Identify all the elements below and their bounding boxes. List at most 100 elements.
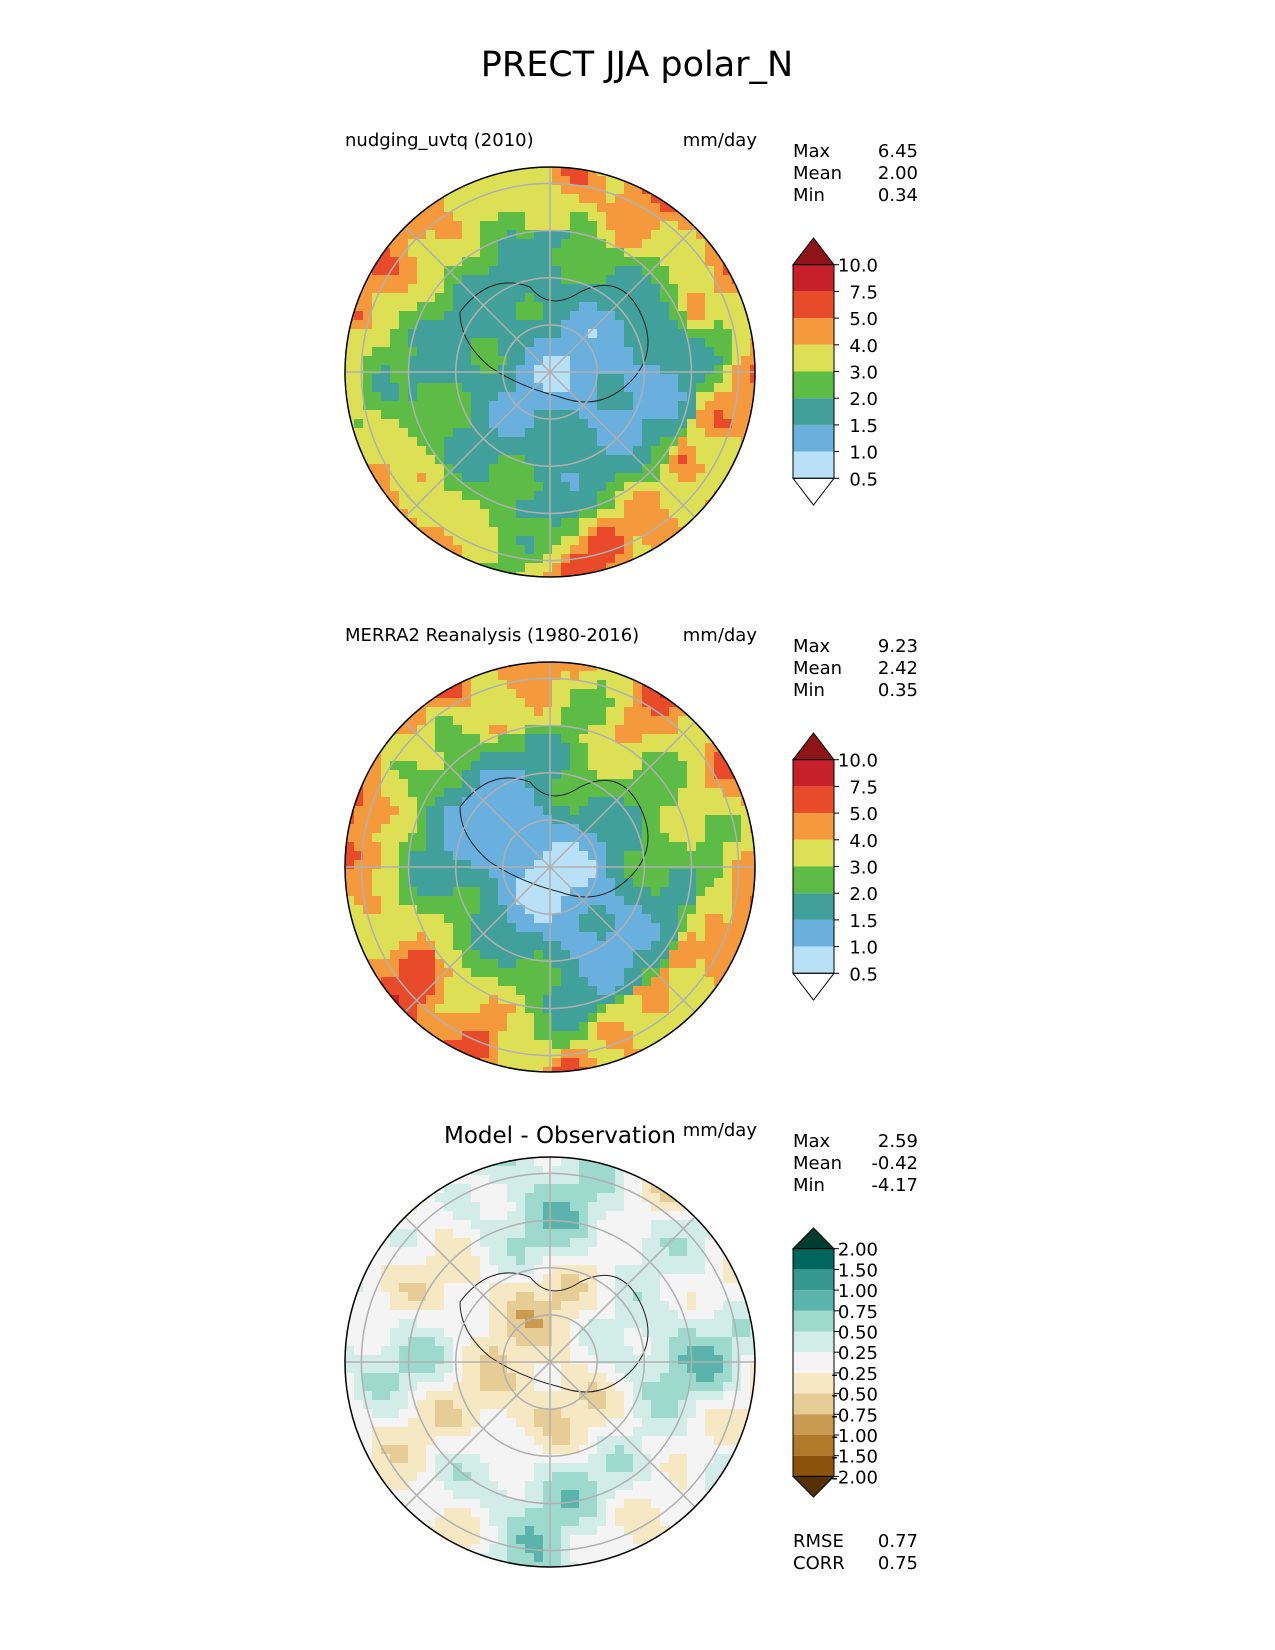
- stat-label: Max: [793, 141, 831, 162]
- colorbar-swatch: [793, 424, 834, 452]
- panel-title: MERRA2 Reanalysis (1980-2016): [345, 625, 639, 646]
- colorbar-swatch: [793, 1310, 834, 1332]
- colorbar-swatch: [793, 371, 834, 399]
- colorbar-tick-label: 10.0: [838, 256, 878, 277]
- colorbar-tick-label: 3.0: [849, 363, 878, 384]
- colorbar-swatch: [793, 839, 834, 867]
- units-label: mm/day: [683, 625, 758, 646]
- colorbar-swatch: [793, 1248, 834, 1270]
- colorbar-tick-label: -0.75: [831, 1405, 878, 1426]
- stat-label: Max: [793, 1131, 831, 1152]
- colorbar-tick-label: 3.0: [849, 858, 878, 879]
- panel-diff: Model - Observation mm/day Max 2.59 Mean -0.4…: [344, 1120, 918, 1574]
- graticule: [345, 1157, 755, 1567]
- colorbar-swatch: [793, 1393, 834, 1415]
- colorbar: 10.0 7.5 5.0 4.0 3.0 2.0 1.5 1.0 0.5: [791, 237, 878, 506]
- colorbar-swatch: [793, 398, 834, 425]
- colorbar-extend-min: [791, 972, 836, 1001]
- stat-label: Mean: [793, 163, 842, 184]
- units-label: mm/day: [683, 1120, 758, 1141]
- stat-label: Mean: [793, 1153, 842, 1174]
- colorbar-swatch: [793, 1331, 834, 1353]
- stat-value: 2.42: [878, 658, 918, 679]
- colorbar-swatch: [793, 451, 834, 479]
- colorbar-extend-max: [791, 1227, 836, 1250]
- colorbar-tick-label: 1.5: [849, 416, 878, 437]
- colorbar-swatch: [793, 813, 834, 840]
- colorbar-tick-label: 0.5: [849, 964, 878, 985]
- colorbar-tick-label: 4.0: [849, 831, 878, 852]
- colorbar-tick-label: 1.5: [849, 911, 878, 932]
- colorbar-swatch: [793, 759, 834, 787]
- colorbar: 10.0 7.5 5.0 4.0 3.0 2.0 1.5 1.0 0.5: [791, 732, 878, 1001]
- colorbar-swatch: [793, 1372, 834, 1394]
- stat-label: Min: [793, 1175, 825, 1196]
- colorbar-tick-label: 1.0: [849, 938, 878, 959]
- colorbar-swatch: [793, 893, 834, 920]
- metric-value: 0.75: [878, 1553, 918, 1574]
- colorbar-extend-min: [791, 477, 836, 506]
- graticule: [345, 167, 755, 577]
- colorbar-tick-label: 0.50: [838, 1323, 878, 1344]
- colorbar-swatch: [793, 291, 834, 319]
- map-boundary: [344, 166, 756, 578]
- colorbar-tick-label: 2.0: [849, 389, 878, 410]
- colorbar-tick-label: 0.5: [849, 469, 878, 490]
- colorbar-swatch: [793, 1269, 834, 1291]
- colorbar-tick-label: -0.50: [831, 1385, 878, 1406]
- stat-value: -0.42: [871, 1153, 918, 1174]
- figure-title: PRECT JJA polar_N: [481, 45, 793, 85]
- stat-value: 2.59: [878, 1131, 918, 1152]
- map-boundary: [344, 1156, 756, 1568]
- metric-label: CORR: [793, 1553, 845, 1574]
- units-label: mm/day: [683, 130, 758, 151]
- colorbar: 2.001.501.000.750.500.25-0.25-0.50-0.75-…: [791, 1227, 878, 1498]
- colorbar-tick-label: 0.25: [838, 1343, 878, 1364]
- colorbar-tick-label: 1.0: [849, 443, 878, 464]
- colorbar-swatch: [793, 1455, 834, 1477]
- colorbar-tick-label: -1.00: [831, 1426, 878, 1447]
- stat-value: 0.34: [878, 185, 918, 206]
- colorbar-tick-label: 1.00: [838, 1281, 878, 1302]
- colorbar-swatch: [793, 919, 834, 947]
- metric-label: RMSE: [793, 1531, 844, 1552]
- stat-label: Min: [793, 185, 825, 206]
- metric-value: 0.77: [878, 1531, 918, 1552]
- colorbar-tick-label: -2.00: [831, 1467, 878, 1488]
- map-boundary: [344, 661, 756, 1073]
- colorbar-extend-min: [791, 1475, 836, 1498]
- colorbar-extend-max: [791, 237, 836, 266]
- colorbar-tick-label: 5.0: [849, 309, 878, 330]
- colorbar-swatch: [793, 1414, 834, 1435]
- stat-value: 9.23: [878, 636, 918, 657]
- map-field: [345, 167, 755, 577]
- panel-obs: MERRA2 Reanalysis (1980-2016) mm/day Max 9.…: [344, 625, 918, 1073]
- colorbar-tick-label: 10.0: [838, 751, 878, 772]
- colorbar-swatch: [793, 786, 834, 814]
- colorbar-swatch: [793, 264, 834, 292]
- colorbar-swatch: [793, 1290, 834, 1311]
- panel-title: nudging_uvtq (2010): [345, 130, 534, 151]
- colorbar-tick-label: -0.25: [831, 1364, 878, 1385]
- colorbar-tick-label: 7.5: [849, 282, 878, 303]
- colorbar-tick-label: 0.75: [838, 1302, 878, 1323]
- colorbar-extend-max: [791, 732, 836, 761]
- colorbar-swatch: [793, 1435, 834, 1456]
- colorbar-tick-label: -1.50: [831, 1447, 878, 1468]
- stat-label: Mean: [793, 658, 842, 679]
- colorbar-swatch: [793, 1352, 834, 1373]
- colorbar-tick-label: 5.0: [849, 804, 878, 825]
- colorbar-tick-label: 7.5: [849, 777, 878, 798]
- colorbar-swatch: [793, 866, 834, 894]
- graticule: [345, 662, 755, 1072]
- colorbar-tick-label: 1.50: [838, 1260, 878, 1281]
- stat-value: 2.00: [878, 163, 918, 184]
- colorbar-tick-label: 2.00: [838, 1240, 878, 1261]
- stat-value: 6.45: [878, 141, 918, 162]
- stat-label: Max: [793, 636, 831, 657]
- colorbar-swatch: [793, 946, 834, 974]
- colorbar-tick-label: 2.0: [849, 884, 878, 905]
- colorbar-swatch: [793, 318, 834, 345]
